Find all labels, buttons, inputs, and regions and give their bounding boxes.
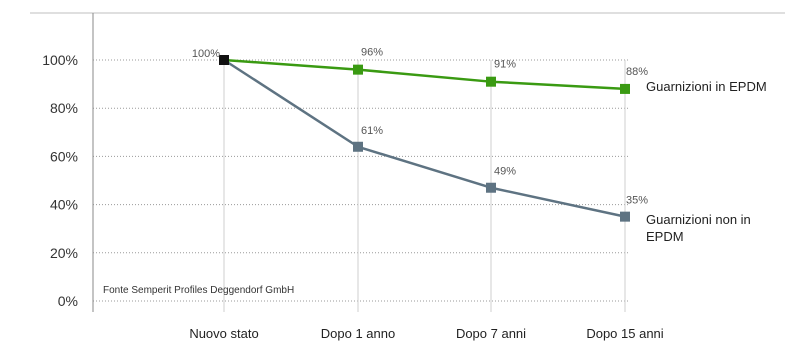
data-label: 49% (494, 166, 516, 178)
series-labels: Guarnizioni in EPDM Guarnizioni non in EPD… (646, 79, 767, 244)
axes (30, 12, 785, 312)
y-tick-label: 100% (42, 52, 78, 68)
source-note: Fonte Semperit Profiles Deggendorf GmbH (103, 285, 294, 296)
series-label: EPDM (646, 229, 684, 244)
data-label: 100% (192, 48, 220, 60)
y-axis-tick-labels: 0% 20% 40% 60% 80% 100% (42, 52, 78, 309)
data-label: 88% (626, 66, 648, 78)
data-label: 96% (361, 47, 383, 59)
x-tick-label: Nuovo stato (189, 326, 258, 341)
data-point-marker (486, 76, 496, 87)
start-point-marker (219, 55, 229, 65)
data-labels: 100% 96% 91% 88% 61% 49% 35% (192, 47, 648, 207)
grid-lines (93, 59, 628, 312)
series-markers (219, 55, 630, 222)
series-label: Guarnizioni non in (646, 212, 751, 227)
data-point-marker (620, 211, 630, 222)
x-tick-label: Dopo 1 anno (321, 326, 395, 341)
x-tick-label: Dopo 7 anni (456, 326, 526, 341)
series-lines (223, 58, 626, 218)
y-tick-label: 80% (50, 100, 78, 116)
data-point-marker (353, 141, 363, 152)
series-label: Guarnizioni in EPDM (646, 79, 767, 94)
data-point-marker (353, 64, 363, 75)
x-tick-label: Dopo 15 anni (586, 326, 663, 341)
data-point-marker (486, 182, 496, 193)
series-line (223, 58, 626, 91)
data-label: 35% (626, 195, 648, 207)
series-line (223, 58, 626, 218)
x-axis-tick-labels: Nuovo stato Dopo 1 anno Dopo 7 anni Dopo 15… (189, 326, 663, 341)
y-tick-label: 40% (50, 197, 78, 213)
data-label: 91% (494, 59, 516, 71)
data-point-marker (620, 83, 630, 94)
y-tick-label: 20% (50, 245, 78, 261)
y-tick-label: 0% (58, 293, 78, 309)
data-label: 61% (361, 125, 383, 137)
y-tick-label: 60% (50, 148, 78, 164)
